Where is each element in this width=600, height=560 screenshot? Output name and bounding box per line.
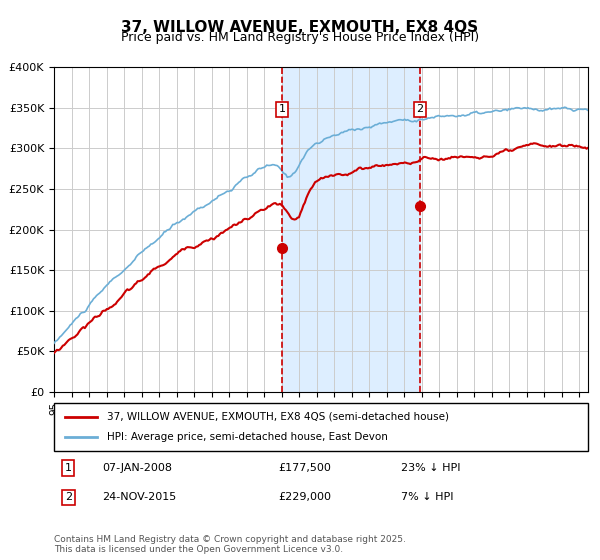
- Text: 37, WILLOW AVENUE, EXMOUTH, EX8 4QS: 37, WILLOW AVENUE, EXMOUTH, EX8 4QS: [121, 20, 479, 35]
- Text: 37, WILLOW AVENUE, EXMOUTH, EX8 4QS (semi-detached house): 37, WILLOW AVENUE, EXMOUTH, EX8 4QS (sem…: [107, 412, 449, 422]
- Text: Price paid vs. HM Land Registry's House Price Index (HPI): Price paid vs. HM Land Registry's House …: [121, 31, 479, 44]
- Text: 07-JAN-2008: 07-JAN-2008: [102, 463, 172, 473]
- Text: 2: 2: [65, 492, 72, 502]
- Text: 7% ↓ HPI: 7% ↓ HPI: [401, 492, 454, 502]
- FancyBboxPatch shape: [54, 403, 588, 451]
- Bar: [282, 67, 420, 392]
- Text: £229,000: £229,000: [278, 492, 331, 502]
- Text: 1: 1: [65, 463, 71, 473]
- Text: 2: 2: [416, 104, 424, 114]
- Text: 24-NOV-2015: 24-NOV-2015: [102, 492, 176, 502]
- Text: 23% ↓ HPI: 23% ↓ HPI: [401, 463, 461, 473]
- Text: £177,500: £177,500: [278, 463, 331, 473]
- Text: HPI: Average price, semi-detached house, East Devon: HPI: Average price, semi-detached house,…: [107, 432, 388, 442]
- Text: Contains HM Land Registry data © Crown copyright and database right 2025.
This d: Contains HM Land Registry data © Crown c…: [54, 535, 406, 554]
- Text: 1: 1: [278, 104, 286, 114]
